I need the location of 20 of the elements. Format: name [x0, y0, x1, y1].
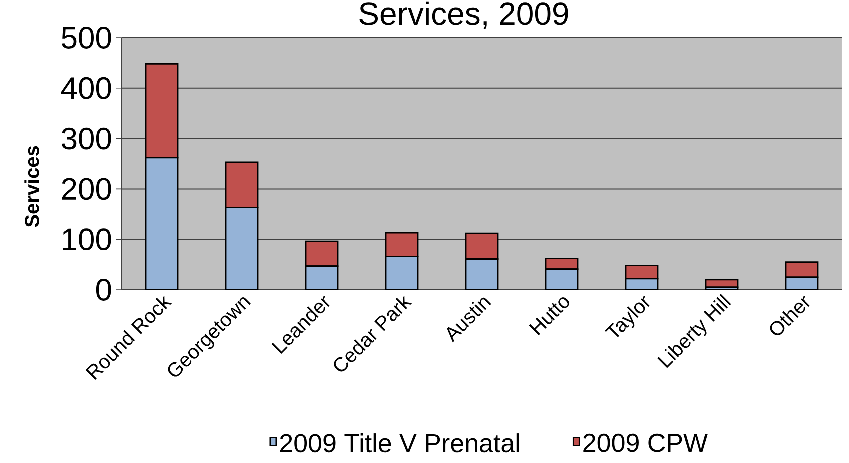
bar [225, 162, 259, 209]
bar [385, 232, 419, 258]
legend-label: 2009 Title V Prenatal [280, 434, 520, 453]
y-tick-label: 100 [63, 228, 112, 251]
bar [385, 256, 419, 290]
y-axis-title: Services [24, 146, 40, 228]
bar [465, 232, 499, 260]
y-tick-label: 300 [62, 128, 112, 150]
bar [145, 157, 179, 290]
legend-label: 2009 CPW [584, 434, 708, 452]
bar [545, 268, 579, 290]
chart-title: Services, 2009 [360, 2, 568, 30]
bar [305, 240, 339, 267]
y-tick-label: 500 [62, 27, 112, 49]
bar [305, 266, 339, 290]
y-tick-label: 400 [61, 77, 112, 100]
y-tick-label: 200 [62, 178, 112, 200]
y-tick-label: 0 [96, 279, 112, 301]
bar [465, 258, 499, 290]
bar [225, 207, 259, 290]
